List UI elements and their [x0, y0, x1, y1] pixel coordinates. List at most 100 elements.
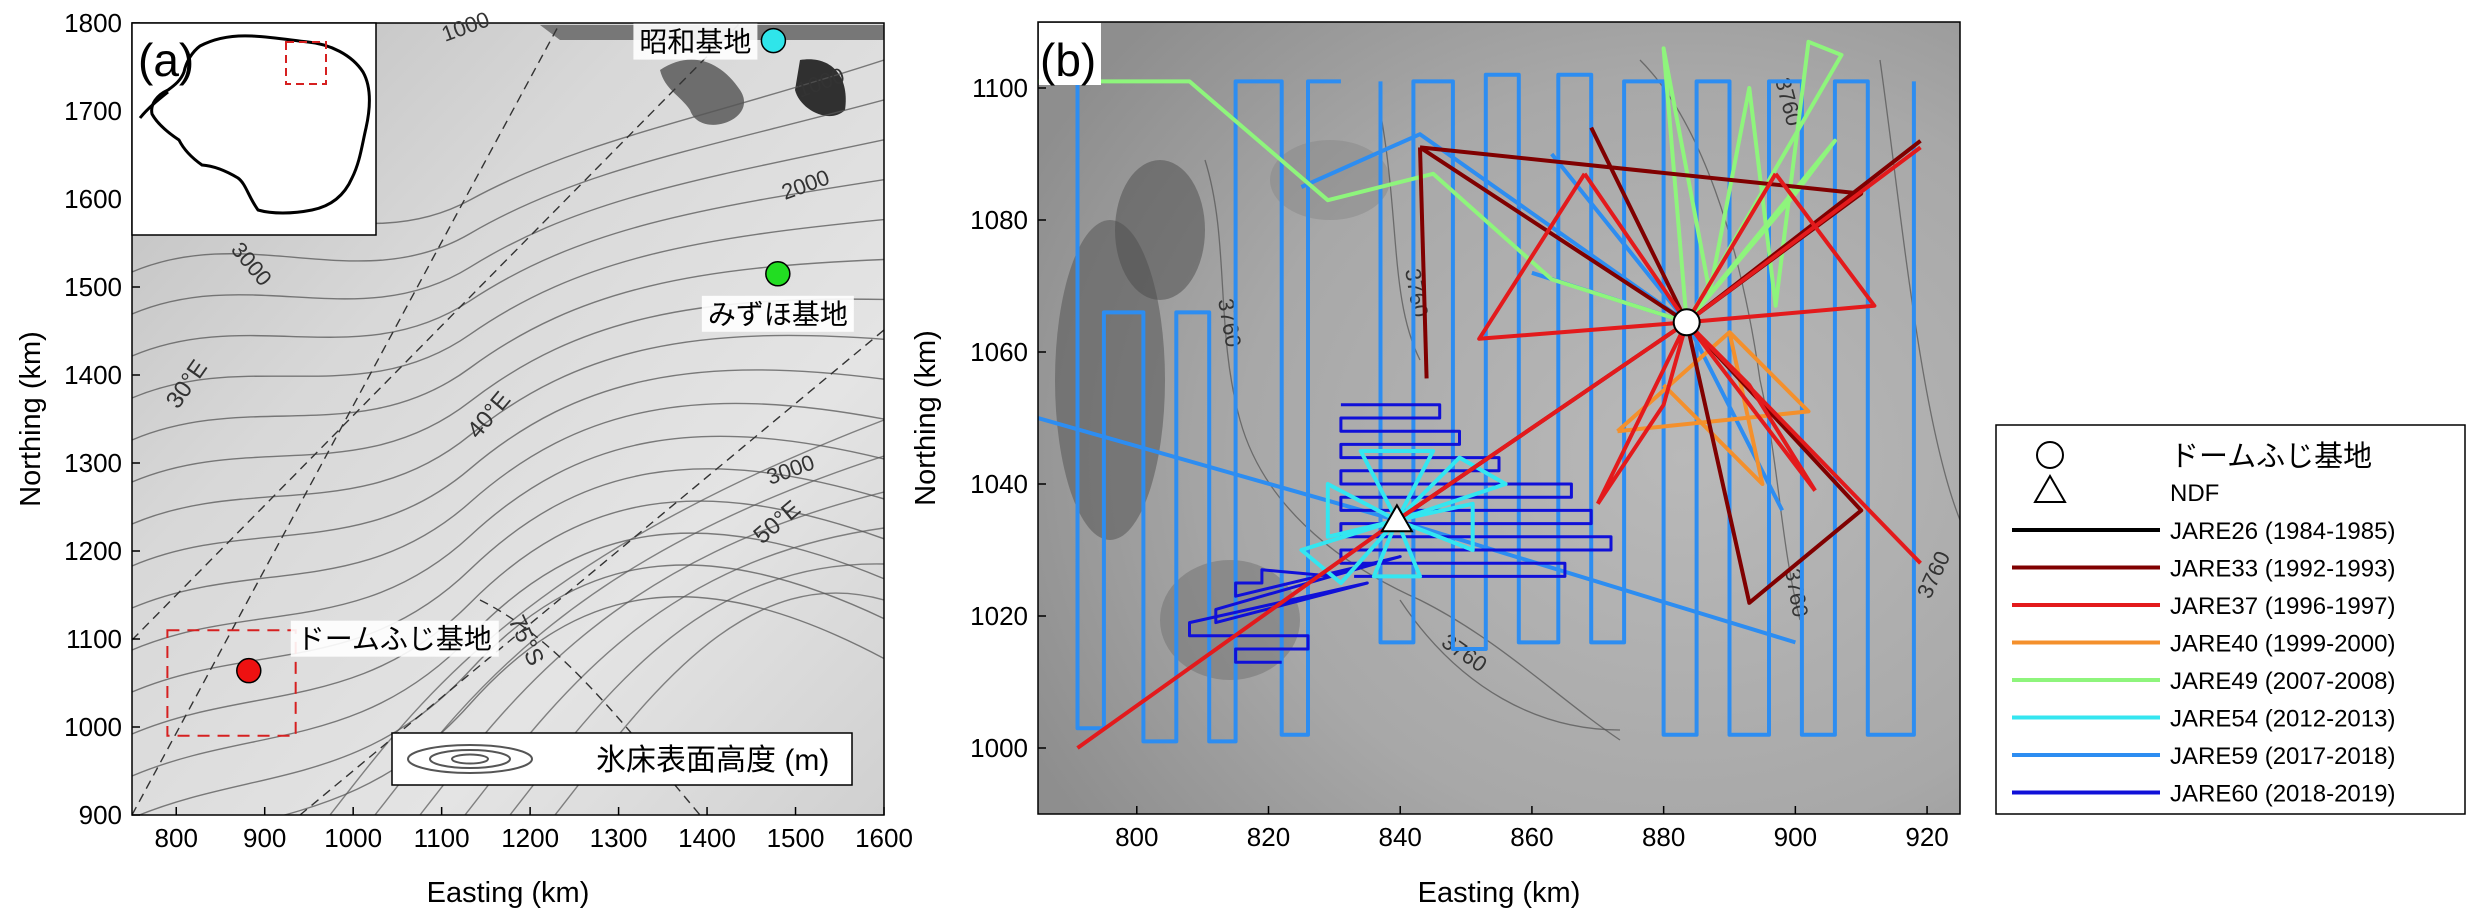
- station-label-bg: [633, 23, 758, 60]
- b-y-tick-label: 1000: [970, 733, 1028, 763]
- elevation-legend-label: 氷床表面高度 (m): [596, 744, 829, 777]
- legend-series-label: JARE60 (2018-2019): [2170, 781, 2395, 808]
- b-contour-line: [1639, 59, 1801, 621]
- track-jare40: [1616, 330, 1811, 434]
- a-y-tick-label: 1000: [64, 712, 122, 742]
- b-y-tick-label: 1060: [970, 337, 1028, 367]
- a-x-tick-label: 1600: [855, 823, 913, 853]
- a-contour-line: [132, 369, 884, 567]
- b-y-tick-label: 1040: [970, 469, 1028, 499]
- a-y-tick-label: 1500: [64, 272, 122, 302]
- track-jare33: [1589, 126, 1864, 605]
- a-contour-line: [132, 334, 884, 525]
- a-y-tick-label: 1800: [64, 8, 122, 38]
- legend-label-dome-fuji: ドームふじ基地: [2170, 440, 2372, 473]
- station-label-bg: [701, 295, 854, 332]
- a-x-tick-label: 1000: [324, 823, 382, 853]
- antarctica-inset: [131, 22, 377, 236]
- track-jare60: [1339, 403, 1613, 578]
- station-label-bg: [290, 620, 499, 657]
- b-contour-line: [1204, 159, 1621, 741]
- a-contour-line: [132, 500, 884, 735]
- panel-a-label: (a): [138, 34, 194, 86]
- a-contour-line: [132, 179, 884, 357]
- station-marker: [765, 261, 791, 287]
- track-legend-box: [1995, 424, 2466, 815]
- a-x-tick-label: 1200: [501, 823, 559, 853]
- a-y-tick-label: 1300: [64, 448, 122, 478]
- track-jare37: [1685, 320, 1922, 565]
- track-jare59: [1378, 72, 1916, 737]
- b-x-tick-label: 880: [1642, 822, 1685, 852]
- station-label: みずほ基地: [708, 299, 848, 330]
- panel-b-axes: 800 820 840 860 880 900 920 1000 1020 1040 1060 108…: [910, 73, 1949, 909]
- a-x-tick-label: 1100: [414, 823, 470, 853]
- track-jare59: [1300, 132, 1784, 512]
- station-marker: [760, 27, 787, 54]
- track-jare33: [1418, 147, 1429, 379]
- a-x-tick-label: 800: [155, 823, 198, 853]
- track-jare37: [1684, 172, 1877, 325]
- track-jare37: [1076, 145, 1922, 750]
- legend-contour-symbol-inner: [451, 753, 489, 765]
- elevation-legend-box: [391, 732, 853, 786]
- b-x-tick-label: 840: [1379, 822, 1422, 852]
- legend-series-label: JARE54 (2012-2013): [2170, 706, 2395, 733]
- panel-b-frame: [1037, 21, 1961, 815]
- a-contour-line: [132, 258, 884, 441]
- legend-series-label: JARE33 (1992-1993): [2170, 556, 2395, 583]
- legend-series-label: JARE37 (1996-1997): [2170, 593, 2395, 620]
- a-contour-line: [132, 435, 884, 651]
- track-jare37: [1477, 172, 1689, 341]
- a-contour-line: [132, 139, 884, 315]
- legend-series-label: JARE59 (2017-2018): [2170, 743, 2395, 770]
- a-y-tick-label: 1100: [66, 624, 122, 654]
- track-legend: ドームふじ基地 NDF JARE26 (1984-1985) JARE33 (1992…: [1995, 424, 2466, 815]
- a-x-axis-label: Easting (km): [427, 877, 590, 909]
- b-contour-line: [1399, 599, 1621, 731]
- b-x-tick-label: 820: [1247, 822, 1290, 852]
- station-label: 昭和基地: [639, 27, 751, 58]
- track-jare49: [1685, 138, 1837, 324]
- b-x-tick-label: 800: [1115, 822, 1158, 852]
- legend-circle-symbol: [2036, 441, 2064, 469]
- a-contour-line: [282, 596, 884, 815]
- b-y-tick-label: 1100: [972, 73, 1028, 103]
- a-x-tick-label: 1500: [767, 823, 825, 853]
- a-graticule-line: [132, 23, 741, 641]
- track-jare59: [1075, 79, 1341, 744]
- a-study-area-box: [166, 629, 297, 737]
- a-y-axis-label: Northing (km): [15, 331, 47, 507]
- b-y-tick-label: 1020: [970, 601, 1028, 631]
- a-x-tick-label: 1400: [678, 823, 736, 853]
- b-y-tick-label: 1080: [970, 205, 1028, 235]
- track-jare49: [1038, 79, 1688, 325]
- a-y-tick-label: 900: [79, 800, 122, 830]
- b-x-tick-label: 900: [1774, 822, 1817, 852]
- b-x-tick-label: 920: [1905, 822, 1948, 852]
- inset-study-area-box: [285, 41, 327, 85]
- b-x-axis-label: Easting (km): [1418, 877, 1581, 909]
- station-marker: [236, 657, 262, 684]
- b-y-axis-label: Northing (km): [910, 330, 942, 506]
- a-contour-line: [137, 564, 884, 815]
- antarctic-peninsula: [138, 90, 169, 119]
- panel-b-label: (b): [1040, 34, 1096, 86]
- a-contour-line: [132, 99, 884, 273]
- a-y-tick-label: 1400: [64, 360, 122, 390]
- panel-b-markers: [1380, 308, 1701, 533]
- legend-triangle-symbol: [2033, 473, 2067, 503]
- a-x-tick-label: 1300: [590, 823, 648, 853]
- legend-contour-symbol: [407, 744, 533, 774]
- panel-a-frame: [131, 22, 885, 816]
- legend-series-label: JARE49 (2007-2008): [2170, 668, 2395, 695]
- a-graticule-line: [132, 23, 561, 815]
- a-x-tick-label: 900: [243, 823, 286, 853]
- ndf-marker: [1380, 503, 1414, 533]
- legend-label-ndf: NDF: [2170, 480, 2219, 507]
- panel-a-axes: 800 900 1000 1100 1200 1300 1400 1500 1600 900 100…: [15, 8, 913, 909]
- a-contour-line: [132, 218, 884, 399]
- legend-series-label: JARE40 (1999-2000): [2170, 631, 2395, 658]
